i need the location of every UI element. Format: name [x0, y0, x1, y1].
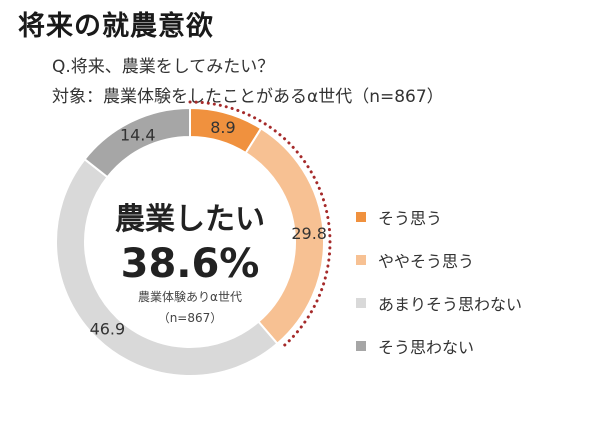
legend-swatch [356, 255, 366, 265]
highlight-dotted-arc [188, 100, 332, 350]
legend-label: あまりそう思わない [378, 295, 523, 314]
center-value: 38.6% [121, 241, 260, 287]
slice-value-label: 29.8 [291, 224, 327, 243]
legend-item-sou-omowanai: そう思わない [356, 335, 522, 357]
legend-item-amari-sou-omowanai: あまりそう思わない [356, 292, 522, 314]
slice-value-label: 46.9 [90, 319, 126, 338]
center-sub-label: 農業体験ありα世代 [138, 289, 242, 304]
legend-item-yaya-sou-omou: ややそう思う [356, 249, 522, 271]
target-text: 対象：農業体験をしたことがあるα世代（n=867） [52, 87, 444, 107]
legend-label: ややそう思う [378, 252, 475, 271]
center-sample-size: （n=867） [158, 311, 223, 325]
page-title: 将来の就農意欲 [18, 11, 214, 42]
legend: そう思うややそう思うあまりそう思わない そう思わない [356, 206, 522, 378]
question-text: Q.将来、農業をしてみたい？ [52, 57, 275, 77]
legend-swatch [356, 212, 366, 222]
legend-item-sou-omou: そう思う [356, 206, 522, 228]
slice-value-label: 8.9 [210, 118, 235, 137]
slice-value-label: 14.4 [120, 126, 156, 145]
slice-sou-omowanai [83, 106, 191, 179]
legend-label: そう思う [378, 209, 443, 228]
center-heading: 農業したい [115, 202, 265, 237]
legend-label: そう思わない [378, 338, 475, 357]
legend-swatch [356, 341, 366, 351]
legend-swatch [356, 298, 366, 308]
